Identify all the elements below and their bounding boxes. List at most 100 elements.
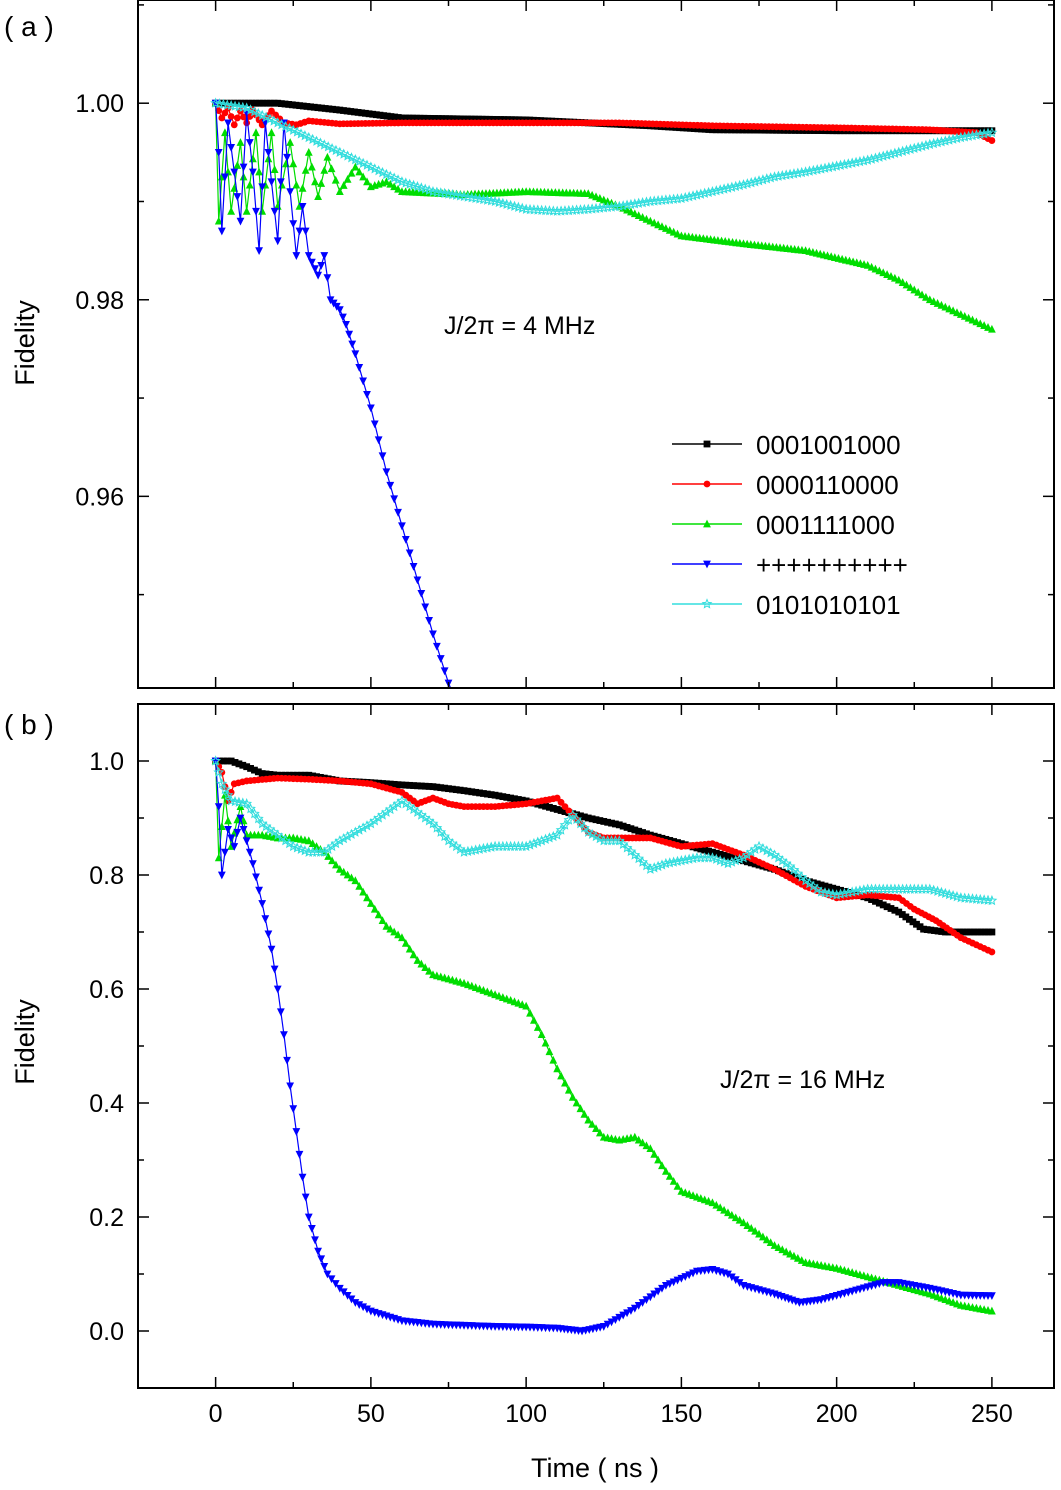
y-tick-label: 0.4 bbox=[89, 1090, 124, 1118]
data-point bbox=[339, 181, 348, 189]
data-point bbox=[538, 801, 546, 809]
data-point bbox=[970, 129, 982, 140]
data-point bbox=[292, 252, 301, 260]
data-point bbox=[221, 848, 229, 857]
data-point bbox=[245, 139, 254, 147]
data-point bbox=[233, 114, 241, 122]
data-point bbox=[334, 835, 346, 846]
data-point bbox=[827, 161, 839, 172]
data-point bbox=[974, 128, 986, 140]
data-point bbox=[908, 142, 920, 154]
data-point bbox=[288, 101, 296, 109]
data-point bbox=[223, 757, 231, 765]
x-tick-label: 150 bbox=[661, 1400, 703, 1428]
data-point bbox=[507, 794, 515, 802]
data-point bbox=[298, 1173, 307, 1182]
data-point bbox=[627, 825, 635, 833]
data-point bbox=[292, 101, 300, 109]
data-point bbox=[361, 820, 373, 831]
data-point bbox=[255, 247, 263, 256]
data-point bbox=[252, 128, 260, 137]
data-point bbox=[377, 809, 388, 820]
data-point bbox=[788, 168, 800, 179]
data-point bbox=[343, 107, 351, 115]
data-point bbox=[317, 1255, 326, 1264]
series-4 bbox=[211, 99, 456, 688]
data-point bbox=[638, 1299, 647, 1307]
legend-a: 0001001000 0000110000 0001111000 ++++++++++… bbox=[672, 430, 908, 620]
data-point bbox=[630, 1304, 639, 1313]
data-point bbox=[825, 883, 833, 891]
data-point bbox=[646, 1293, 655, 1302]
data-point bbox=[526, 1008, 534, 1017]
data-point bbox=[514, 796, 522, 803]
data-point bbox=[872, 897, 879, 905]
data-point bbox=[476, 789, 483, 797]
data-point bbox=[487, 791, 495, 799]
data-point bbox=[846, 886, 858, 897]
data-point bbox=[739, 126, 746, 134]
data-point bbox=[984, 928, 992, 936]
data-point bbox=[214, 148, 223, 157]
data-point bbox=[592, 816, 600, 824]
data-point bbox=[339, 1288, 348, 1297]
data-point bbox=[328, 856, 336, 865]
data-point bbox=[347, 108, 355, 115]
data-point bbox=[221, 109, 229, 117]
data-point bbox=[712, 1200, 721, 1209]
data-point bbox=[720, 126, 728, 134]
data-point bbox=[478, 115, 486, 123]
data-point bbox=[765, 126, 773, 134]
data-point bbox=[270, 965, 279, 974]
data-point bbox=[598, 202, 610, 213]
data-point bbox=[660, 194, 672, 205]
data-point bbox=[751, 860, 759, 868]
data-point bbox=[292, 1128, 301, 1136]
data-point bbox=[503, 793, 511, 801]
data-point bbox=[258, 900, 267, 908]
data-point bbox=[286, 1082, 295, 1091]
data-point bbox=[784, 168, 796, 180]
data-point bbox=[727, 1210, 736, 1219]
data-point bbox=[366, 899, 375, 907]
data-point bbox=[304, 836, 313, 845]
data-point bbox=[358, 109, 366, 117]
data-point bbox=[222, 789, 234, 800]
data-point bbox=[679, 854, 691, 865]
data-point bbox=[553, 806, 561, 813]
data-point bbox=[276, 1008, 285, 1017]
data-point bbox=[231, 759, 239, 766]
data-point bbox=[631, 826, 639, 834]
data-point bbox=[221, 173, 229, 182]
data-point bbox=[956, 928, 964, 936]
data-point bbox=[394, 114, 402, 121]
data-point bbox=[289, 1105, 298, 1114]
data-point bbox=[374, 910, 383, 919]
data-point bbox=[372, 111, 380, 119]
data-point bbox=[743, 1221, 752, 1229]
data-point bbox=[918, 290, 926, 299]
data-point bbox=[835, 159, 846, 170]
data-point bbox=[355, 167, 364, 176]
data-point bbox=[314, 192, 322, 200]
data-point bbox=[595, 1128, 604, 1137]
data-point bbox=[378, 916, 387, 924]
legend-marker bbox=[703, 440, 711, 448]
data-point bbox=[846, 157, 858, 168]
data-point bbox=[301, 1193, 310, 1202]
data-point bbox=[906, 283, 915, 291]
data-point bbox=[710, 185, 722, 196]
data-point bbox=[424, 114, 431, 122]
data-point bbox=[299, 102, 307, 110]
data-point bbox=[417, 590, 426, 598]
data-point bbox=[370, 904, 379, 913]
data-point bbox=[634, 1135, 643, 1144]
data-point bbox=[623, 824, 631, 831]
data-point bbox=[943, 134, 955, 145]
chart-panel-a: ( a ) 0.96 0.98 1.00 Fidelity J/2π = 4 MHz… bbox=[4, 0, 1055, 689]
data-point bbox=[511, 795, 518, 803]
data-point bbox=[394, 930, 402, 939]
data-point bbox=[650, 1290, 659, 1299]
y-tick-label: 1.0 bbox=[89, 748, 124, 776]
data-point bbox=[986, 894, 998, 906]
